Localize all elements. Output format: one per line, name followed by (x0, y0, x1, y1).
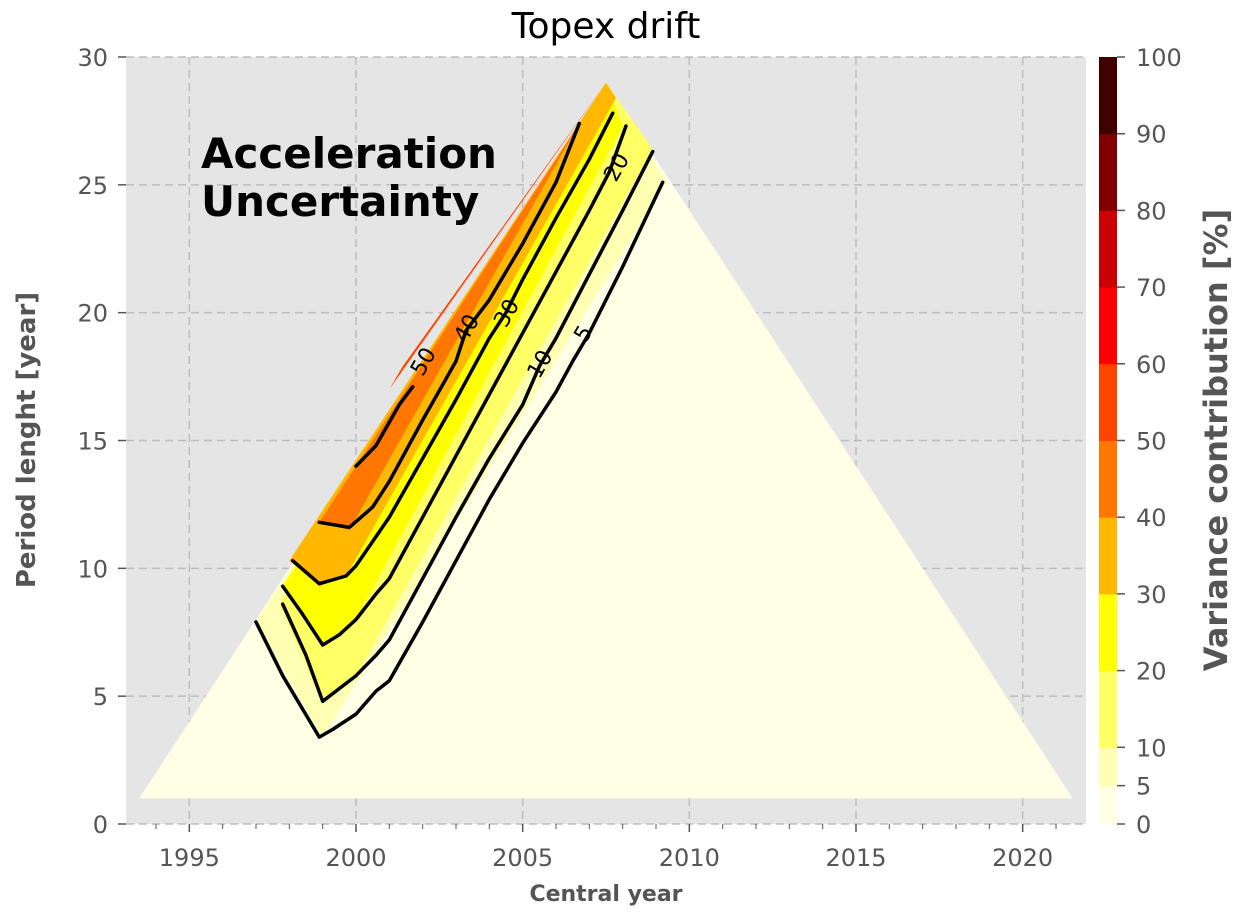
colorbar-tick-label: 90 (1136, 121, 1167, 149)
x-tick-label: 2015 (825, 844, 886, 872)
y-tick-label: 5 (93, 683, 108, 711)
y-axis-label: Period lenght [year] (12, 292, 42, 588)
colorbar-tick-label: 20 (1136, 658, 1167, 686)
colorbar-tick-label: 5 (1136, 773, 1151, 801)
x-tick-label: 2020 (992, 844, 1053, 872)
colorbar-tick-label: 50 (1136, 428, 1167, 456)
colorbar-segment (1099, 210, 1117, 288)
y-tick-label: 25 (77, 172, 108, 200)
contour-line-5 (254, 180, 665, 739)
colorbar-segment (1099, 133, 1117, 211)
x-axis-label: Central year (529, 882, 682, 907)
contour-lines (254, 111, 665, 739)
colorbar-tick-label: 80 (1136, 197, 1167, 225)
contour-line-10 (280, 149, 655, 704)
colorbar: 0 5 10 20 30 40 50 60 70 80 90 100 (1099, 44, 1182, 839)
annotation-line-2: Uncertainty (201, 177, 479, 226)
colorbar-segment (1099, 747, 1117, 787)
x-tick-label: 1995 (159, 844, 220, 872)
colorbar-segment (1099, 593, 1117, 672)
colorbar-segment (1099, 670, 1117, 748)
y-tick-label: 10 (77, 555, 108, 583)
colorbar-segment (1099, 517, 1117, 595)
colorbar-segment (1099, 440, 1117, 518)
y-tick-label: 15 (77, 428, 108, 456)
x-tick-label: 2000 (325, 844, 386, 872)
contour-fill-50-60 (389, 82, 606, 390)
colorbar-tick-label: 30 (1136, 581, 1167, 609)
colorbar-tick-label: 0 (1136, 811, 1151, 839)
colorbar-tick-label: 100 (1136, 44, 1182, 72)
contour-line-50 (354, 385, 415, 468)
contour-line-40 (317, 121, 582, 530)
colorbar-segment (1099, 363, 1117, 441)
chart-title: Topex drift (511, 6, 701, 47)
colorbar-segment (1099, 57, 1117, 135)
colorbar-tick-label: 40 (1136, 504, 1167, 532)
contour-line-30 (290, 111, 615, 586)
x-tick-label: 2010 (659, 844, 720, 872)
colorbar-segment (1099, 785, 1117, 825)
colorbar-tick-label: 60 (1136, 351, 1167, 379)
colorbar-label: Variance contribution [%] (1197, 209, 1235, 672)
contour-line-20 (280, 124, 628, 647)
x-tick-label: 2005 (492, 844, 553, 872)
y-tick-label: 0 (93, 811, 108, 839)
axes: 1995 2000 2005 2010 2015 2020 0 5 10 15 20 25 30 (77, 44, 1057, 872)
colorbar-segment (1099, 287, 1117, 365)
y-tick-label: 20 (77, 300, 108, 328)
colorbar-tick-label: 10 (1136, 734, 1167, 762)
colorbar-tick-label: 70 (1136, 274, 1167, 302)
y-tick-label: 30 (77, 44, 108, 72)
annotation-line-1: Acceleration (201, 129, 497, 178)
